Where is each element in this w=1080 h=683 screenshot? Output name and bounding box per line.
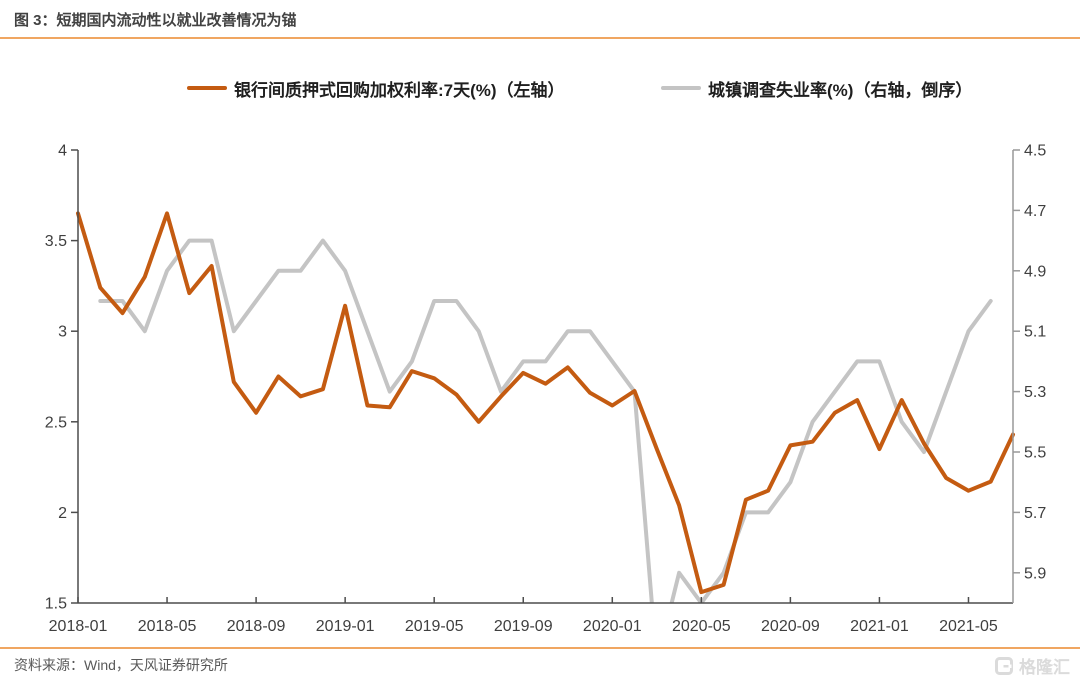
legend-label: 城镇调查失业率(%)（右轴，倒序）	[708, 80, 973, 100]
x-tick-label: 2018-05	[138, 618, 197, 635]
x-tick-label: 2018-09	[227, 618, 286, 635]
y-right-tick-label: 5.5	[1024, 445, 1046, 462]
legend-item-repo-rate: 银行间质押式回购加权利率:7天(%)（左轴）	[187, 78, 565, 100]
unemployment-line	[98, 238, 993, 603]
y-left-tick-label: 2	[58, 505, 67, 522]
gelonghui-logo-text: 格隆汇	[1019, 658, 1070, 677]
x-tick-label: 2019-05	[405, 618, 464, 635]
y-right-tick-label: 5.1	[1024, 324, 1046, 341]
unemployment-legend-swatch	[661, 86, 701, 90]
y-left-tick-label: 2.5	[45, 414, 67, 431]
x-tick-label: 2020-01	[583, 618, 642, 635]
gelonghui-logo: 格隆汇	[994, 653, 1070, 678]
source-note: 资料来源：Wind，天风证券研究所	[14, 657, 228, 673]
x-tick-label: 2019-09	[494, 618, 553, 635]
repo-rate-line	[76, 211, 1015, 595]
legend-item-unemployment: 城镇调查失业率(%)（右轴，倒序）	[661, 78, 973, 100]
x-tick-label: 2020-09	[761, 618, 820, 635]
x-tick-label: 2018-01	[49, 618, 108, 635]
y-right-tick-label: 5.7	[1024, 505, 1046, 522]
chart-legend: 银行间质押式回购加权利率:7天(%)（左轴） 城镇调查失业率(%)（右轴，倒序）	[0, 78, 1080, 100]
figure-title: 图 3：短期国内流动性以就业改善情况为锚	[14, 12, 297, 29]
y-left-tick-label: 4	[58, 143, 67, 160]
y-right-tick-label: 4.7	[1024, 203, 1046, 220]
y-right-tick-label: 4.5	[1024, 143, 1046, 160]
bottom-accent-rule	[0, 647, 1080, 649]
x-tick-label: 2021-01	[850, 618, 909, 635]
gelonghui-icon	[995, 656, 1013, 675]
x-tick-label: 2020-05	[672, 618, 731, 635]
x-tick-label: 2019-01	[316, 618, 375, 635]
y-right-tick-label: 4.9	[1024, 263, 1046, 280]
y-right-tick-label: 5.9	[1024, 565, 1046, 582]
y-left-tick-label: 3	[58, 324, 67, 341]
top-accent-rule	[0, 37, 1080, 39]
repo-rate-legend-swatch	[187, 86, 227, 90]
legend-label: 银行间质押式回购加权利率:7天(%)（左轴）	[234, 80, 565, 100]
x-tick-label: 2021-05	[939, 618, 998, 635]
y-right-tick-label: 5.3	[1024, 384, 1046, 401]
y-left-tick-label: 3.5	[45, 233, 67, 250]
y-left-tick-label: 1.5	[45, 596, 67, 613]
